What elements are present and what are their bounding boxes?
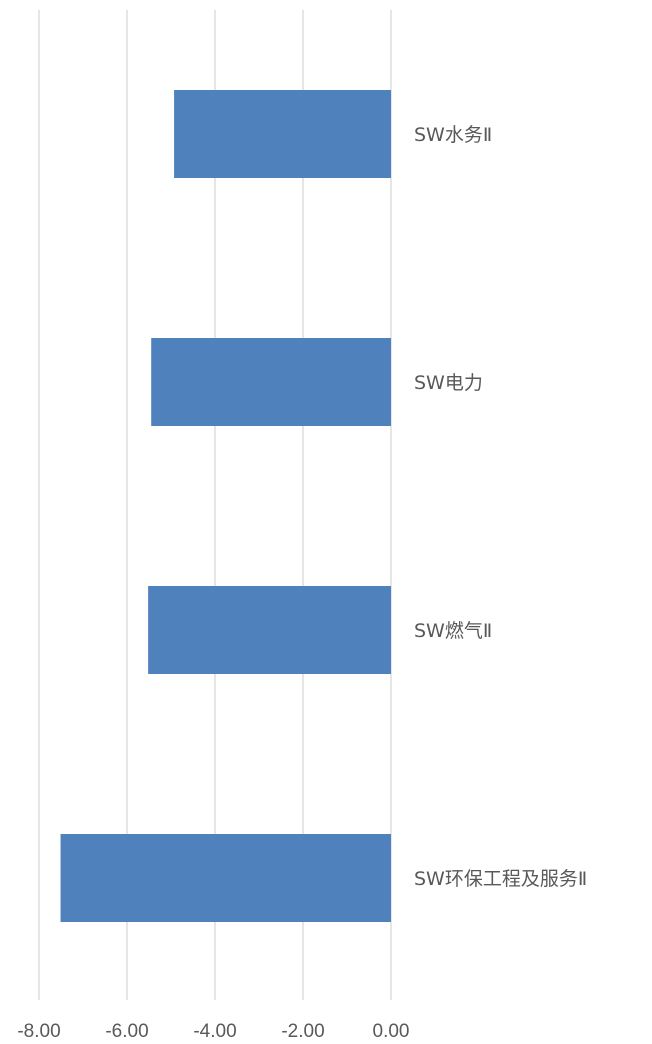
bar-2 [148,586,391,674]
x-tick-label-4: 0.00 [373,1021,410,1042]
bars [60,90,392,922]
bar-1 [151,338,391,426]
category-label-2: SW燃气Ⅱ [414,620,492,642]
category-label-0: SW水务Ⅱ [414,124,492,146]
category-label-3: SW环保工程及服务Ⅱ [414,868,587,890]
x-tick-label-0: -8.00 [17,1021,60,1042]
category-labels: SW水务Ⅱ SW电力 SW燃气Ⅱ SW环保工程及服务Ⅱ [414,124,587,890]
x-tick-label-1: -6.00 [105,1021,148,1042]
category-label-1: SW电力 [414,372,483,394]
bar-3 [60,834,392,922]
bar-0 [174,90,391,178]
x-tick-label-3: -2.00 [281,1021,324,1042]
x-axis-tick-labels: -8.00 -6.00 -4.00 -2.00 0.00 [17,1021,409,1042]
x-tick-label-2: -4.00 [193,1021,236,1042]
